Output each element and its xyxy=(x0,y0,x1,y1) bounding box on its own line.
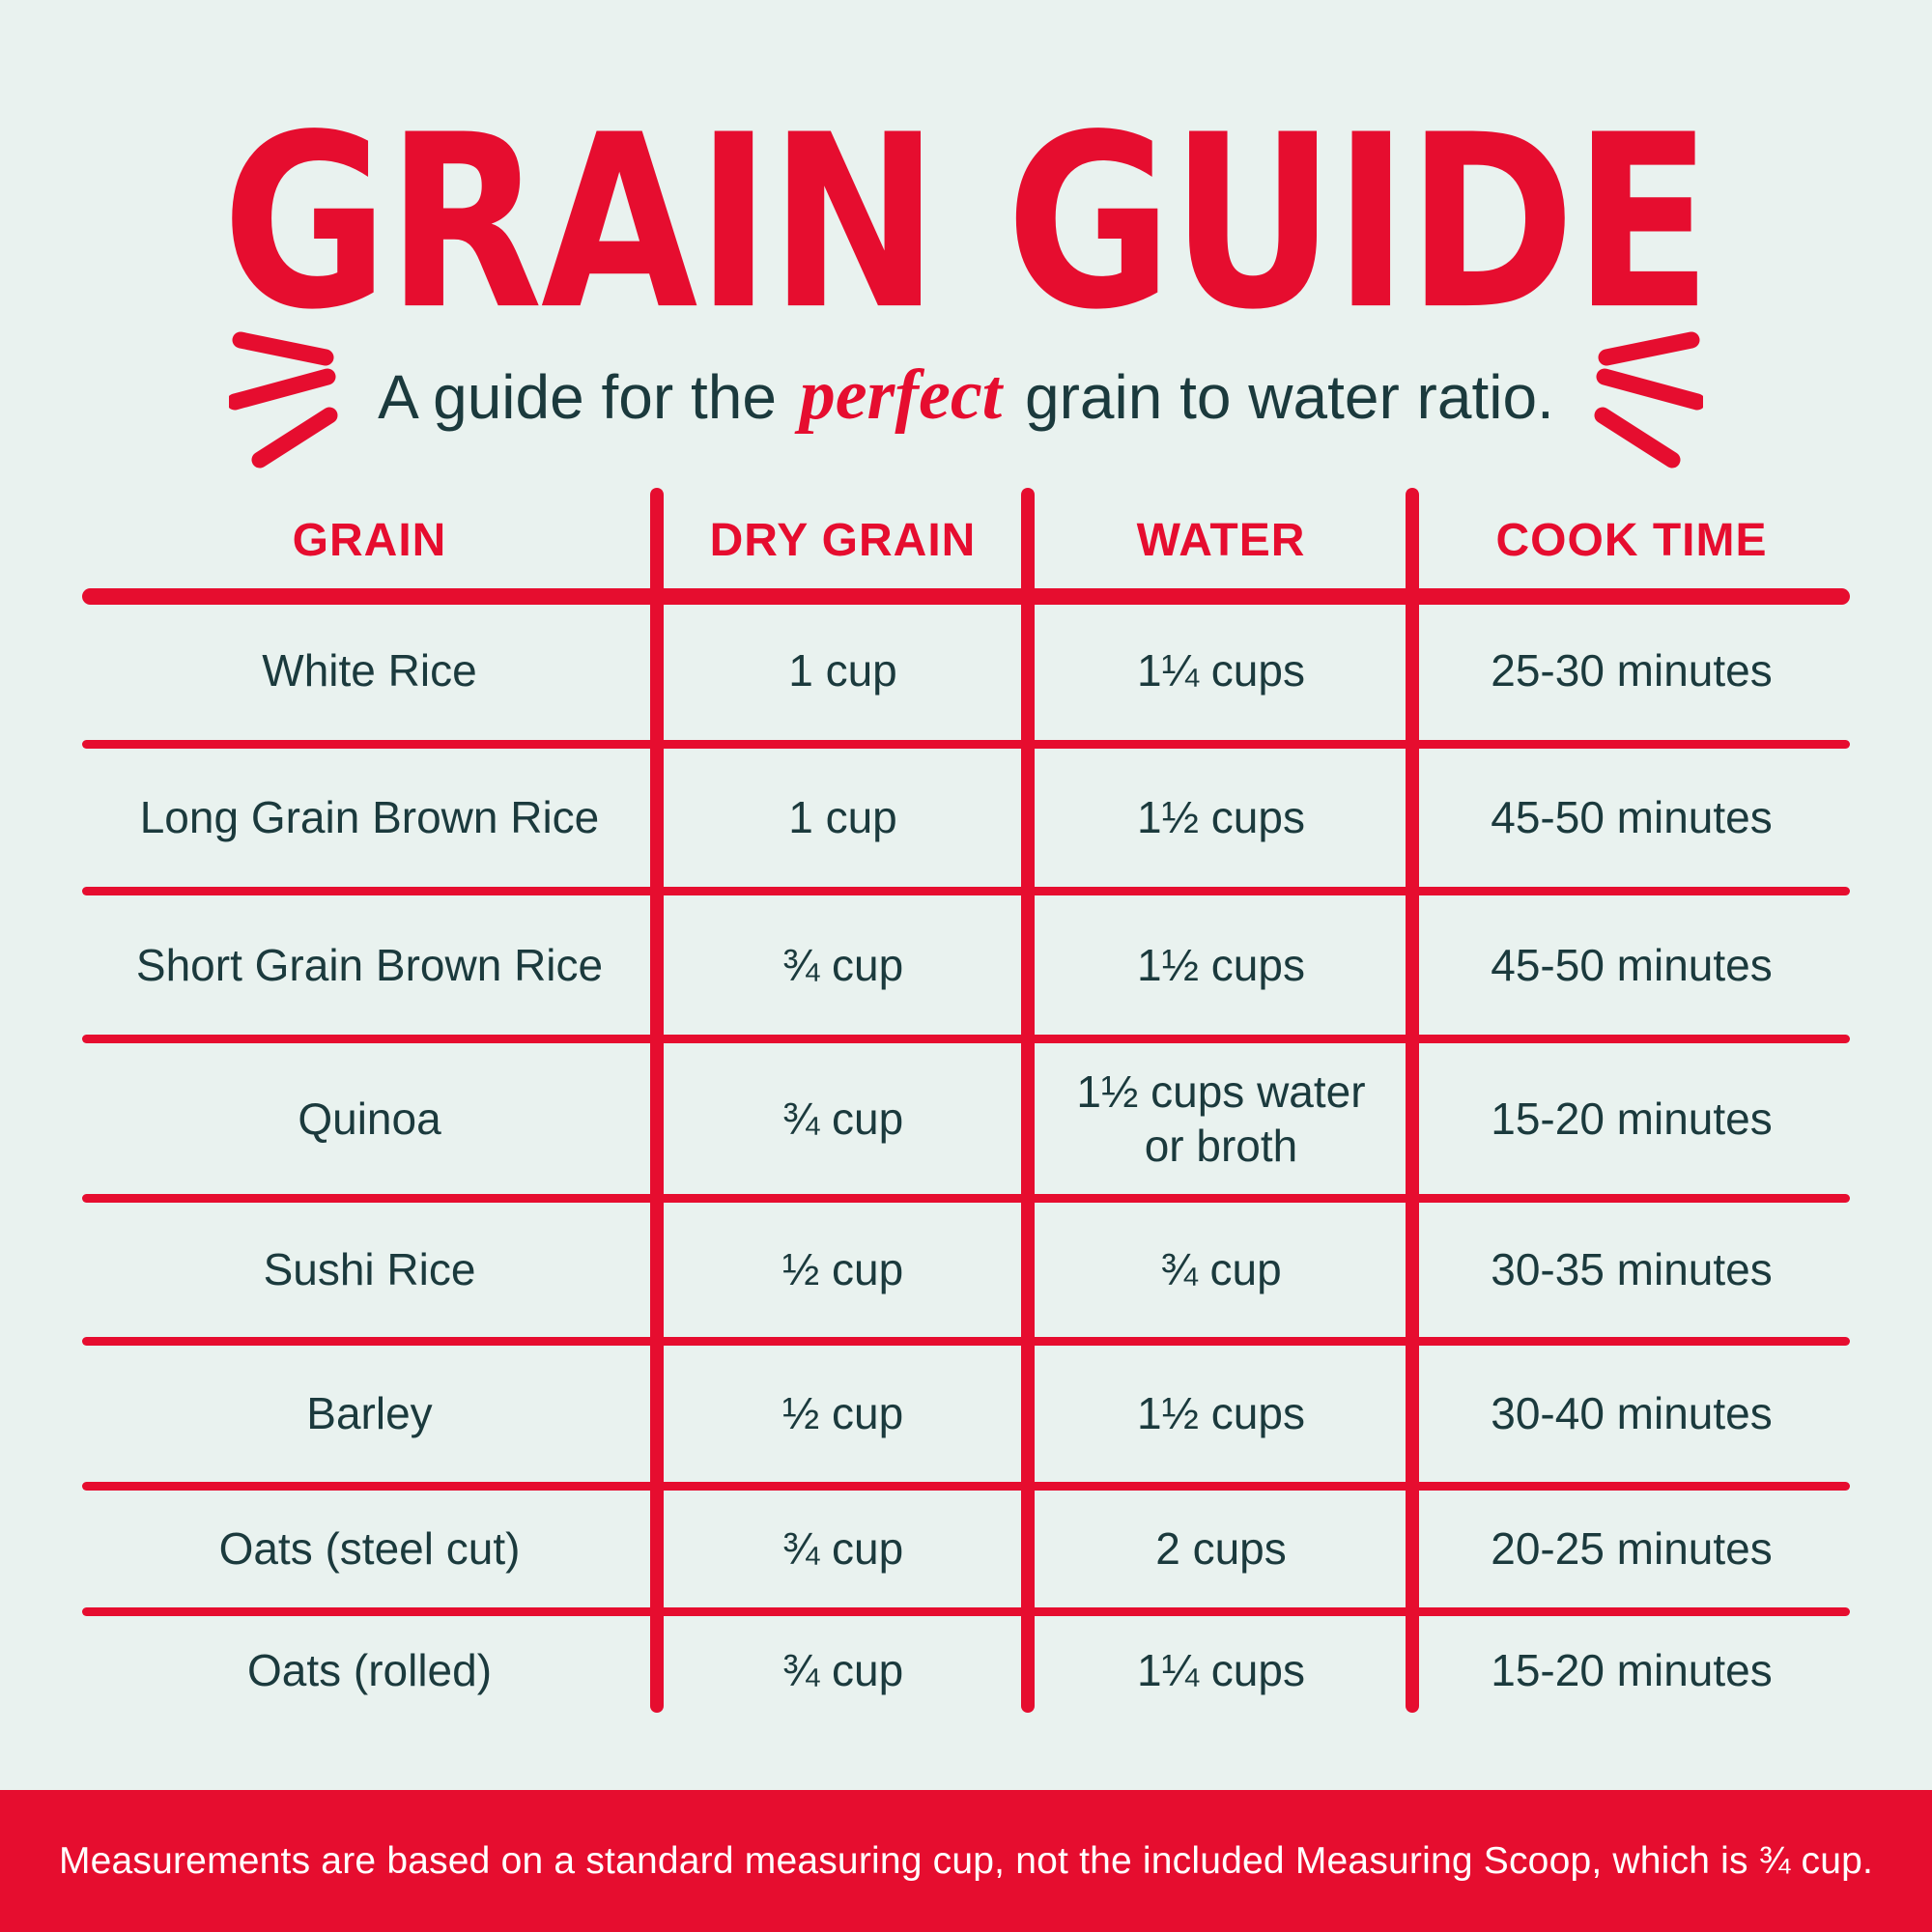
cell-grain: Barley xyxy=(306,1388,433,1439)
cell-dry-grain: 1 cup xyxy=(788,644,897,696)
cell-cook-time: 25-30 minutes xyxy=(1491,644,1773,696)
table-row: Oats (steel cut) ¾ cup 2 cups 20-25 minu… xyxy=(82,1491,1850,1607)
cell-grain: Quinoa xyxy=(298,1093,441,1144)
row-separator xyxy=(82,1482,1850,1491)
cell-dry-grain: ¾ cup xyxy=(781,1093,904,1144)
table-header-row: GRAIN DRY GRAIN WATER COOK TIME xyxy=(82,497,1850,584)
cell-water: 2 cups xyxy=(1155,1523,1287,1575)
subtitle-text: A guide for the perfect grain to water r… xyxy=(378,355,1554,437)
cell-water: 1½ cups water or broth xyxy=(1076,1065,1366,1171)
row-separator xyxy=(82,1194,1850,1203)
cell-water: 1½ cups xyxy=(1137,939,1305,990)
cell-grain: Long Grain Brown Rice xyxy=(139,792,600,843)
cell-cook-time: 45-50 minutes xyxy=(1491,939,1773,990)
subtitle-row: A guide for the perfect grain to water r… xyxy=(0,319,1932,471)
cell-dry-grain: 1 cup xyxy=(788,792,897,843)
cell-dry-grain: ¾ cup xyxy=(781,939,904,990)
row-separator xyxy=(82,887,1850,895)
cell-grain: Sushi Rice xyxy=(263,1244,476,1295)
column-header-water: WATER xyxy=(1136,514,1306,566)
cell-cook-time: 20-25 minutes xyxy=(1491,1523,1773,1575)
cell-cook-time: 30-35 minutes xyxy=(1491,1244,1773,1295)
row-separator xyxy=(82,1607,1850,1616)
cell-water: ¾ cup xyxy=(1160,1244,1282,1295)
cell-water: 1½ cups xyxy=(1137,1388,1305,1439)
subtitle-post: grain to water ratio. xyxy=(1025,361,1554,432)
column-divider-3 xyxy=(1406,488,1419,1713)
row-separator xyxy=(82,1337,1850,1346)
cell-grain: Oats (steel cut) xyxy=(218,1523,521,1575)
cell-cook-time: 45-50 minutes xyxy=(1491,792,1773,843)
cell-water: 1½ cups xyxy=(1137,792,1305,843)
cell-dry-grain: ¾ cup xyxy=(781,1644,904,1695)
cell-water: 1¼ cups xyxy=(1137,644,1305,696)
column-header-dry-grain: DRY GRAIN xyxy=(709,514,977,566)
column-header-grain: GRAIN xyxy=(292,514,447,566)
column-divider-2 xyxy=(1021,488,1035,1713)
grain-table: GRAIN DRY GRAIN WATER COOK TIME White Ri… xyxy=(82,488,1850,1729)
page-title: GRAIN GUIDE xyxy=(221,83,1712,363)
right-sparks-icon xyxy=(1594,331,1703,469)
cell-dry-grain: ½ cup xyxy=(781,1388,904,1439)
left-sparks-icon xyxy=(229,331,338,469)
table-row: Sushi Rice ½ cup ¾ cup 30-35 minutes xyxy=(82,1203,1850,1337)
footer-band: Measurements are based on a standard mea… xyxy=(0,1790,1932,1932)
header-underline xyxy=(82,588,1850,605)
table-row: Quinoa ¾ cup 1½ cups water or broth 15-2… xyxy=(82,1043,1850,1194)
row-separator xyxy=(82,740,1850,749)
column-divider-1 xyxy=(650,488,664,1713)
cell-cook-time: 15-20 minutes xyxy=(1491,1644,1773,1695)
table-row: White Rice 1 cup 1¼ cups 25-30 minutes xyxy=(82,597,1850,744)
footer-note: Measurements are based on a standard mea… xyxy=(58,1839,1874,1882)
table-row: Barley ½ cup 1½ cups 30-40 minutes xyxy=(82,1346,1850,1482)
subtitle-highlight: perfect xyxy=(799,355,1003,435)
cell-cook-time: 15-20 minutes xyxy=(1491,1093,1773,1144)
row-separator xyxy=(82,1035,1850,1043)
subtitle-pre: A guide for the xyxy=(378,361,777,432)
cell-dry-grain: ½ cup xyxy=(781,1244,904,1295)
cell-grain: Oats (rolled) xyxy=(246,1644,493,1695)
column-header-cook-time: COOK TIME xyxy=(1495,514,1768,566)
cell-cook-time: 30-40 minutes xyxy=(1491,1388,1773,1439)
cell-grain: White Rice xyxy=(262,644,477,696)
cell-grain: Short Grain Brown Rice xyxy=(135,939,604,990)
table-row: Long Grain Brown Rice 1 cup 1½ cups 45-5… xyxy=(82,749,1850,887)
table-row: Short Grain Brown Rice ¾ cup 1½ cups 45-… xyxy=(82,895,1850,1035)
cell-dry-grain: ¾ cup xyxy=(781,1523,904,1575)
cell-water: 1¼ cups xyxy=(1137,1644,1305,1695)
table-row: Oats (rolled) ¾ cup 1¼ cups 15-20 minute… xyxy=(82,1616,1850,1724)
